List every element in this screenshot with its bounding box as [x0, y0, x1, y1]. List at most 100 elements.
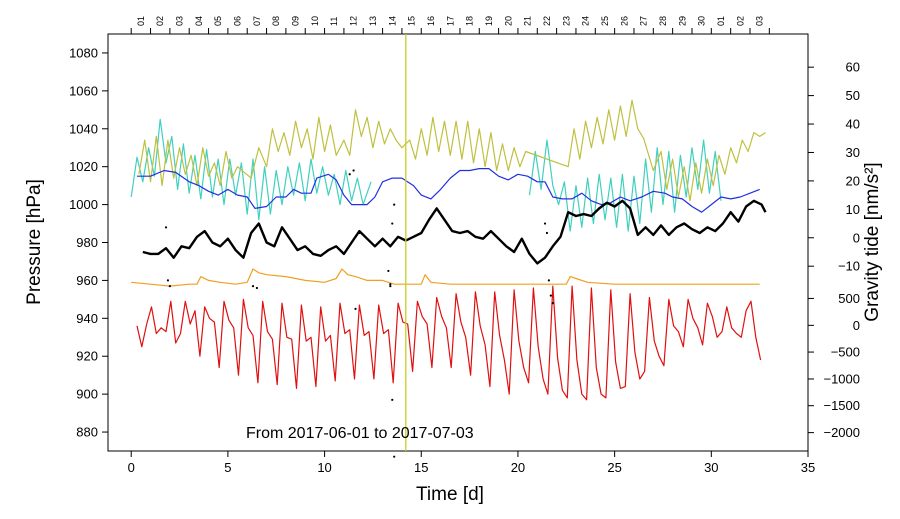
- day-label: 26: [619, 16, 629, 26]
- day-label: 15: [407, 16, 417, 26]
- scatter-point: [393, 203, 396, 206]
- y-right-top-tick-label: 0: [853, 230, 860, 245]
- day-label: 16: [426, 16, 436, 26]
- day-label: 10: [310, 16, 320, 26]
- y-left-tick-label: 960: [76, 273, 98, 288]
- day-label: 25: [600, 16, 610, 26]
- day-label: 29: [677, 16, 687, 26]
- y-axis-left: 880 900 920 940 960 980 1000 1020 1040 1060 1080: [69, 45, 108, 440]
- scatter-point: [547, 279, 550, 282]
- day-label: 09: [291, 16, 301, 26]
- x-tick-label: 20: [511, 460, 525, 475]
- day-label: 01: [136, 16, 146, 26]
- day-label: 14: [387, 16, 397, 26]
- day-label: 18: [465, 16, 475, 26]
- y-right-top-tick-label: 50: [846, 88, 860, 103]
- x-tick-label: 30: [704, 460, 718, 475]
- y-axis-left-title: Pressure [hPa]: [24, 179, 45, 305]
- temperature-orange: [131, 268, 760, 287]
- day-label: 19: [484, 16, 494, 26]
- day-label: 30: [697, 16, 707, 26]
- day-label: 28: [658, 16, 668, 26]
- y-left-tick-label: 900: [76, 387, 98, 402]
- gravity-tide-olive: [138, 99, 766, 202]
- day-label: 02: [735, 16, 745, 26]
- day-label: 07: [252, 16, 262, 26]
- scatter-point: [543, 222, 547, 225]
- gravity-tide-red: [136, 285, 762, 401]
- scatter-point: [549, 294, 552, 297]
- series-layer: [130, 99, 767, 401]
- y-left-tick-label: 920: [76, 349, 98, 364]
- y-right-top-tick-label: 10: [846, 202, 860, 217]
- day-label: 02: [155, 16, 165, 26]
- scatter-point: [348, 173, 351, 176]
- scatter-point: [354, 307, 357, 310]
- y-right-bottom-tick-label: 0: [853, 318, 860, 333]
- day-label: 04: [194, 16, 204, 26]
- y-left-tick-label: 1020: [69, 159, 98, 174]
- x-tick-label: 10: [317, 460, 331, 475]
- day-label: 17: [445, 16, 455, 26]
- scatter-point: [352, 169, 355, 172]
- gravity-tide-residual-cyan: [130, 118, 372, 221]
- day-label: 21: [523, 16, 533, 26]
- y-left-tick-label: 1000: [69, 197, 98, 212]
- scatter-point: [251, 284, 255, 288]
- y-left-tick-label: 880: [76, 425, 98, 440]
- scatter-point: [387, 269, 390, 273]
- pressure-raw-black: [142, 199, 767, 265]
- x-tick-label: 35: [801, 460, 815, 475]
- scatter-point: [551, 302, 554, 305]
- y-left-tick-label: 1060: [69, 83, 98, 98]
- day-label: 11: [329, 17, 339, 26]
- scatter-point: [391, 398, 394, 401]
- scatter-point: [255, 286, 258, 290]
- day-label: 20: [503, 16, 513, 26]
- y-axis-right-title: Gravity tide [nm/s²]: [862, 162, 883, 321]
- scatter-point: [389, 283, 392, 286]
- day-label: 06: [233, 16, 243, 26]
- scatter-point: [166, 279, 170, 282]
- y-right-top-tick-label: −10: [838, 259, 860, 274]
- day-label: 27: [639, 16, 649, 26]
- day-label: 24: [581, 16, 591, 26]
- top-day-axis: 01 02 03 04 05 06 07 08 09 10 11 12 13 14 15 16 17 18 19 20…: [130, 16, 770, 34]
- scatter-point: [164, 226, 168, 229]
- day-label: 08: [271, 16, 281, 26]
- x-axis-title: Time [d]: [416, 484, 484, 505]
- y-right-bottom-tick-label: −2000: [823, 425, 860, 440]
- scatter-point: [393, 455, 396, 458]
- black-scatter-layer: [164, 169, 554, 458]
- x-tick-label: 15: [414, 460, 428, 475]
- y-right-top-tick-label: 40: [846, 117, 860, 132]
- day-label: 05: [213, 16, 223, 26]
- x-tick-label: 25: [607, 460, 621, 475]
- day-label: 01: [716, 16, 726, 26]
- y-right-bottom-tick-label: −500: [831, 345, 860, 360]
- y-right-top-tick-label: 20: [846, 173, 860, 188]
- scatter-point: [391, 222, 394, 225]
- y-left-tick-label: 1080: [69, 45, 98, 60]
- day-label: 03: [755, 16, 765, 26]
- scatter-point: [545, 231, 549, 235]
- scatter-point: [389, 284, 392, 288]
- y-right-bottom-tick-label: −1000: [823, 371, 860, 386]
- pressure-smoothed-blue: [137, 168, 760, 213]
- y-left-tick-label: 980: [76, 235, 98, 250]
- day-label: 13: [368, 16, 378, 26]
- y-right-bottom-tick-label: −1500: [823, 398, 860, 413]
- scatter-point: [358, 231, 361, 235]
- x-tick-label: 5: [224, 460, 231, 475]
- day-label: 22: [542, 16, 552, 26]
- day-label: 03: [175, 16, 185, 26]
- y-right-top-tick-label: 60: [846, 60, 860, 75]
- y-left-tick-label: 1040: [69, 121, 98, 136]
- x-axis: 0 5 10 15 20 25 30 35: [128, 451, 815, 475]
- scatter-point: [168, 284, 171, 288]
- day-label: 12: [349, 16, 359, 26]
- y-right-bottom-tick-label: 500: [838, 291, 860, 306]
- y-right-top-tick-label: 30: [846, 145, 860, 160]
- x-tick-label: 0: [128, 460, 135, 475]
